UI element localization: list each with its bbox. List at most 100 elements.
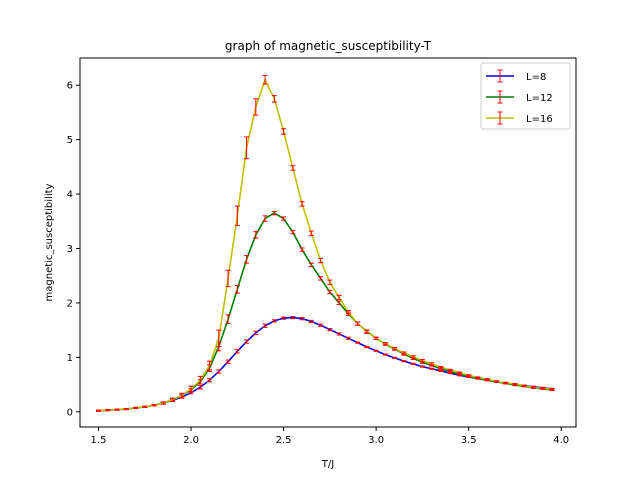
error-bar (392, 356, 398, 359)
error-bar (170, 397, 176, 402)
error-bar (234, 205, 240, 227)
error-bar (96, 409, 102, 412)
error-bar (271, 319, 277, 323)
error-bar (438, 366, 444, 369)
error-bar (290, 165, 296, 171)
error-bar (253, 330, 259, 335)
error-bar (318, 276, 324, 281)
error-bar (244, 255, 250, 264)
error-bar (336, 332, 342, 336)
x-axis-label: T/J (321, 459, 334, 470)
error-bar (373, 349, 379, 352)
plot-area (96, 74, 555, 412)
error-bar (207, 360, 213, 371)
error-bar (151, 404, 157, 407)
error-bar (216, 369, 222, 374)
error-bar (281, 128, 287, 135)
error-bar (401, 351, 407, 355)
error-bar (318, 323, 324, 327)
error-bar (234, 284, 240, 294)
x-tick-label: 1.5 (91, 435, 107, 446)
error-bar (299, 317, 305, 321)
error-bar (253, 98, 259, 116)
error-bar (188, 385, 194, 393)
error-bar (475, 376, 481, 379)
error-bar (512, 382, 518, 386)
error-bar (355, 341, 361, 344)
error-bar (179, 392, 185, 399)
error-bar (364, 345, 370, 349)
error-bar (530, 386, 536, 389)
error-bar (382, 353, 388, 356)
error-bar (521, 384, 527, 387)
error-bar (290, 316, 296, 320)
error-bar (253, 231, 259, 239)
error-bars (96, 74, 555, 412)
error-bar (447, 368, 453, 371)
error-bar (123, 407, 129, 411)
error-bar (503, 381, 509, 384)
error-bar (373, 336, 379, 340)
error-bar (345, 310, 351, 315)
error-bar (308, 319, 314, 324)
error-bar (401, 360, 407, 363)
y-tick-label: 6 (67, 81, 73, 92)
error-bar (419, 365, 425, 368)
chart-title: graph of magnetic_susceptibility-T (225, 39, 432, 53)
y-axis-label: magnetic_susceptibility (44, 183, 55, 301)
error-bar (484, 378, 490, 381)
error-bar (133, 406, 139, 409)
error-bar (142, 405, 148, 408)
y-tick-label: 1 (67, 353, 73, 364)
error-bar (318, 257, 324, 264)
error-bar (197, 385, 203, 390)
error-bar (262, 323, 268, 328)
y-axis: 0 1 2 3 4 5 6 (67, 81, 80, 418)
error-bar (355, 321, 361, 326)
error-bar (364, 329, 370, 334)
legend-label: L=12 (526, 93, 553, 104)
error-bar (225, 269, 231, 288)
y-tick-label: 4 (67, 190, 73, 201)
legend-box (480, 62, 571, 130)
error-bar (105, 409, 111, 412)
error-bar (382, 342, 388, 346)
error-bar (225, 359, 231, 364)
error-bar (345, 336, 351, 340)
error-bar (225, 314, 231, 325)
error-bar (271, 95, 277, 103)
x-tick-label: 2.0 (183, 435, 199, 446)
x-tick-label: 4.0 (553, 435, 569, 446)
error-bar (299, 201, 305, 207)
error-bar (308, 230, 314, 236)
error-bar (540, 387, 546, 390)
error-bar (281, 316, 287, 320)
error-bar (299, 247, 305, 252)
legend-item: L=16 (486, 111, 553, 125)
legend-item: L=12 (486, 90, 553, 104)
error-bar (336, 294, 342, 301)
plot-frame (79, 57, 577, 428)
error-bar (410, 355, 416, 359)
x-tick-label: 3.5 (461, 435, 477, 446)
error-bar (262, 215, 268, 222)
error-bar (429, 367, 435, 370)
x-tick-label: 2.5 (276, 435, 292, 446)
error-bar (327, 289, 333, 295)
error-bar (262, 74, 268, 85)
error-bar (410, 362, 416, 365)
error-bar (160, 401, 166, 405)
error-bar (456, 371, 462, 374)
error-bar (207, 378, 213, 383)
y-tick-label: 3 (67, 244, 73, 255)
y-tick-label: 2 (67, 298, 73, 309)
error-bar (216, 329, 222, 347)
error-bar (493, 380, 499, 383)
error-bar (281, 216, 287, 221)
error-bar (419, 359, 425, 363)
legend-label: L=16 (526, 114, 553, 125)
legend-item: L=8 (486, 69, 546, 83)
legend-label: L=8 (526, 72, 546, 83)
x-axis: 1.5 2.0 2.5 3.0 3.5 4.0 (91, 427, 569, 446)
